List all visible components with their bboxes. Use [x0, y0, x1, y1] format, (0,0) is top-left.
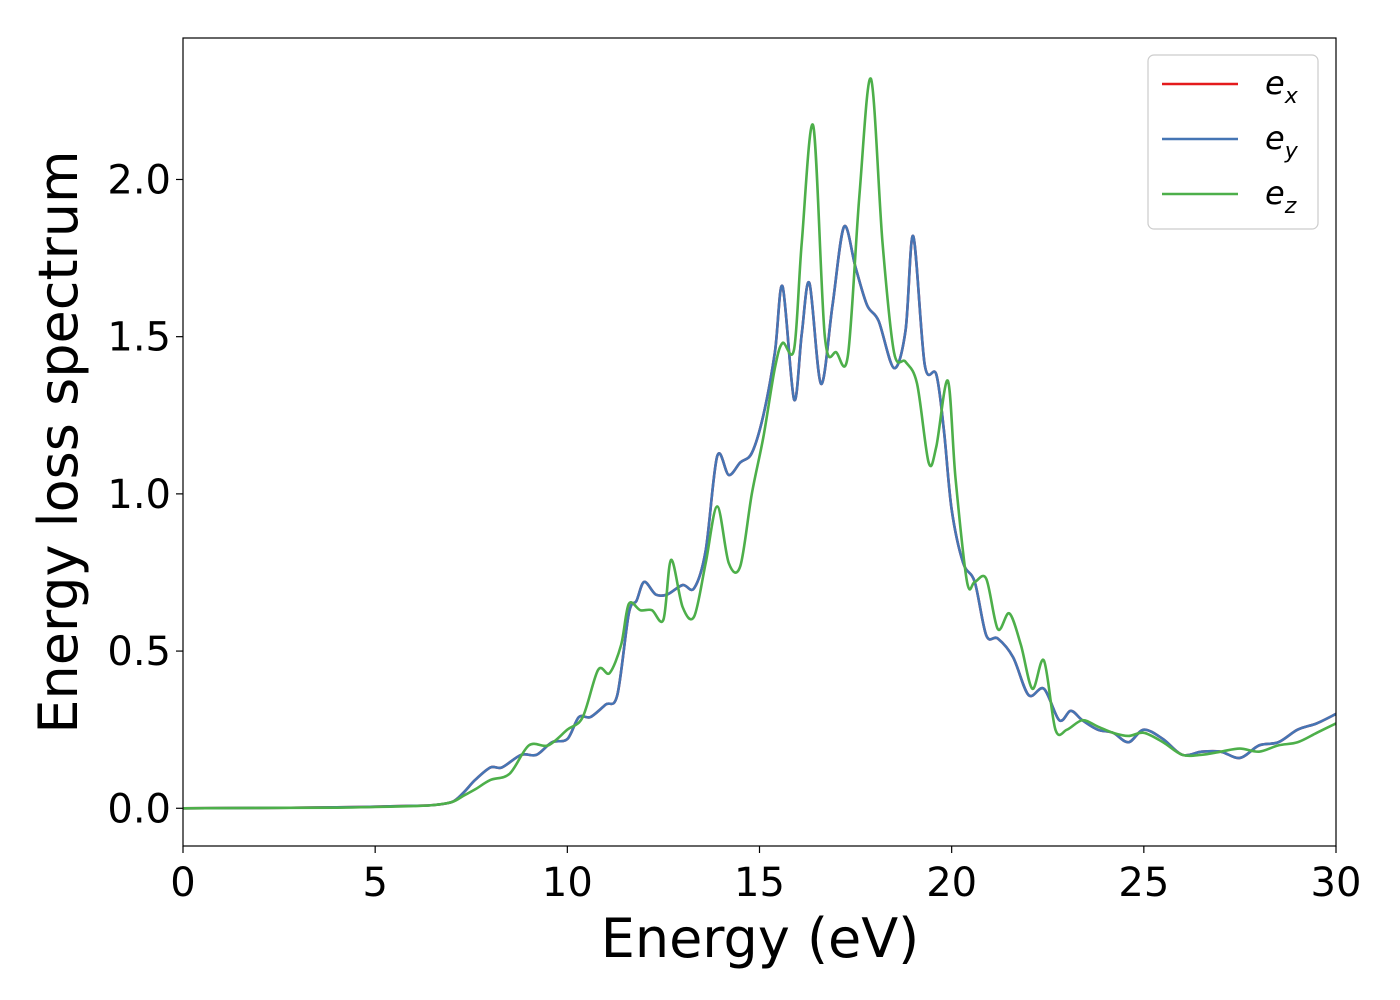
y-tick-label: 1.5	[107, 315, 171, 361]
legend: ex ey ez	[1147, 54, 1319, 230]
y-tick-label: 1.0	[107, 472, 171, 518]
x-tick-label: 20	[926, 860, 977, 906]
series-line-z	[183, 77, 1336, 810]
x-axis-title: Energy (eV)	[601, 907, 920, 970]
legend-label-x: ex	[1265, 64, 1299, 109]
y-axis-ticks: 0.0 0.5 1.0 1.5 2.0	[107, 157, 183, 832]
x-tick-label: 0	[170, 860, 195, 906]
legend-label-y: ey	[1265, 119, 1299, 164]
y-tick-label: 2.0	[107, 157, 171, 203]
x-tick-label: 5	[362, 860, 387, 906]
series-line-y	[183, 224, 1336, 810]
y-axis-title: Energy loss spectrum	[27, 150, 90, 733]
x-tick-label: 10	[542, 860, 593, 906]
x-tick-label: 30	[1311, 860, 1362, 906]
legend-label-z: ez	[1265, 174, 1297, 219]
x-tick-label: 25	[1118, 860, 1169, 906]
plot-lines	[183, 77, 1336, 810]
y-tick-label: 0.0	[107, 786, 171, 832]
x-tick-label: 15	[734, 860, 785, 906]
x-axis-ticks: 0 5 10 15 20 25 30	[170, 846, 1361, 906]
legend-box	[1147, 54, 1319, 230]
y-tick-label: 0.5	[107, 629, 171, 675]
